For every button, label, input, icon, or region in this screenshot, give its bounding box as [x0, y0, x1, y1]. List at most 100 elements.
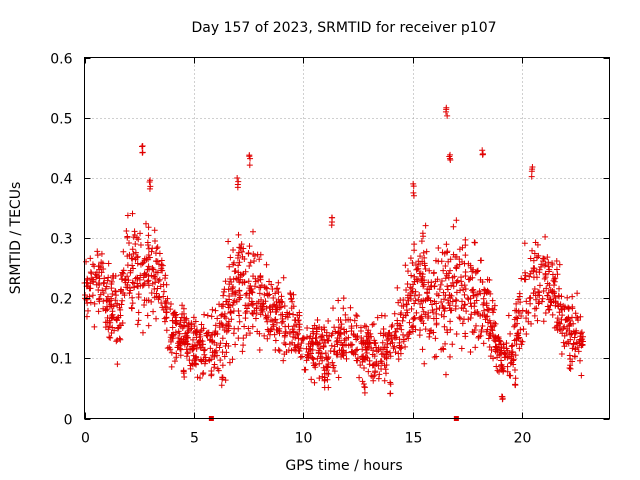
data-point: [523, 330, 530, 337]
data-point: [225, 238, 232, 245]
data-point: [571, 353, 578, 360]
data-point: [444, 112, 451, 119]
data-point: [480, 340, 487, 347]
data-point: [207, 336, 214, 343]
data-point: [447, 353, 454, 360]
data-point: [268, 281, 275, 288]
data-point: [197, 337, 204, 344]
data-point: [237, 276, 244, 283]
data-point: [356, 374, 363, 381]
data-point: [480, 295, 487, 302]
data-point: [440, 267, 447, 274]
data-point: [422, 265, 429, 272]
data-point: [359, 378, 366, 385]
data-point: [194, 374, 201, 381]
data-point: [130, 280, 137, 287]
data-point: [342, 311, 349, 318]
data-point: [145, 245, 152, 252]
data-point: [227, 254, 234, 261]
data-points: [81, 104, 586, 421]
data-point: [556, 326, 563, 333]
data-point: [217, 357, 224, 364]
tick-labels: 0 0.1 0.2 0.3 0.4 0.5 0.6 0 5 10 15 20: [50, 52, 531, 447]
data-point: [309, 340, 316, 347]
data-point: [261, 291, 268, 298]
data-point: [572, 310, 579, 317]
data-point: [270, 302, 277, 309]
data-point: [516, 309, 523, 316]
data-point: [119, 297, 126, 304]
data-point: [281, 351, 288, 358]
data-point: [541, 275, 548, 282]
data-point: [514, 315, 521, 322]
data-point: [365, 344, 372, 351]
data-point: [242, 291, 249, 298]
data-point: [383, 361, 390, 368]
data-point: [387, 353, 394, 360]
y-tick-label: 0: [64, 413, 73, 429]
data-point: [579, 341, 586, 348]
data-point: [132, 249, 139, 256]
data-point: [288, 305, 295, 312]
data-point: [532, 239, 539, 246]
data-point: [148, 298, 155, 305]
data-point: [102, 307, 109, 314]
data-point: [541, 262, 548, 269]
data-point: [94, 252, 101, 259]
data-point: [422, 326, 429, 333]
data-point: [298, 340, 305, 347]
data-point: [489, 309, 496, 316]
data-point: [240, 270, 247, 277]
data-point: [331, 368, 338, 375]
data-point: [467, 275, 474, 282]
data-point: [95, 280, 102, 287]
data-point: [509, 342, 516, 349]
data-point: [489, 297, 496, 304]
data-point: [280, 274, 287, 281]
data-point: [511, 323, 518, 330]
data-point: [93, 272, 100, 279]
data-point: [569, 303, 576, 310]
data-point: [521, 276, 528, 283]
data-point: [187, 362, 194, 369]
data-point: [324, 363, 331, 370]
data-point: [449, 298, 456, 305]
data-point: [340, 295, 347, 302]
x-tick-label: 5: [190, 431, 199, 447]
data-point: [125, 277, 132, 284]
data-point: [325, 318, 332, 325]
data-point: [381, 377, 388, 384]
data-point: [345, 334, 352, 341]
data-point: [419, 304, 426, 311]
data-point: [499, 393, 506, 400]
data-point: [576, 357, 583, 364]
data-point: [89, 276, 96, 283]
data-point: [465, 260, 472, 267]
data-point: [129, 294, 136, 301]
data-point: [157, 283, 164, 290]
data-point: [150, 308, 157, 315]
data-point: [456, 314, 463, 321]
data-point: [460, 286, 467, 293]
data-point: [353, 312, 360, 319]
data-point: [110, 275, 117, 282]
data-point: [236, 244, 243, 251]
data-point: [517, 326, 524, 333]
data-point: [417, 300, 424, 307]
data-point: [139, 143, 146, 150]
data-point: [461, 291, 468, 298]
data-point: [516, 345, 523, 352]
data-point: [246, 243, 253, 250]
data-point: [223, 298, 230, 305]
data-point: [106, 323, 113, 330]
data-point: [106, 297, 113, 304]
data-point: [544, 292, 551, 299]
data-point: [308, 350, 315, 357]
data-point: [277, 311, 284, 318]
data-point: [370, 320, 377, 327]
data-point: [290, 329, 297, 336]
data-point: [182, 338, 189, 345]
data-point: [194, 341, 201, 348]
data-point: [108, 313, 115, 320]
data-point: [204, 332, 211, 339]
